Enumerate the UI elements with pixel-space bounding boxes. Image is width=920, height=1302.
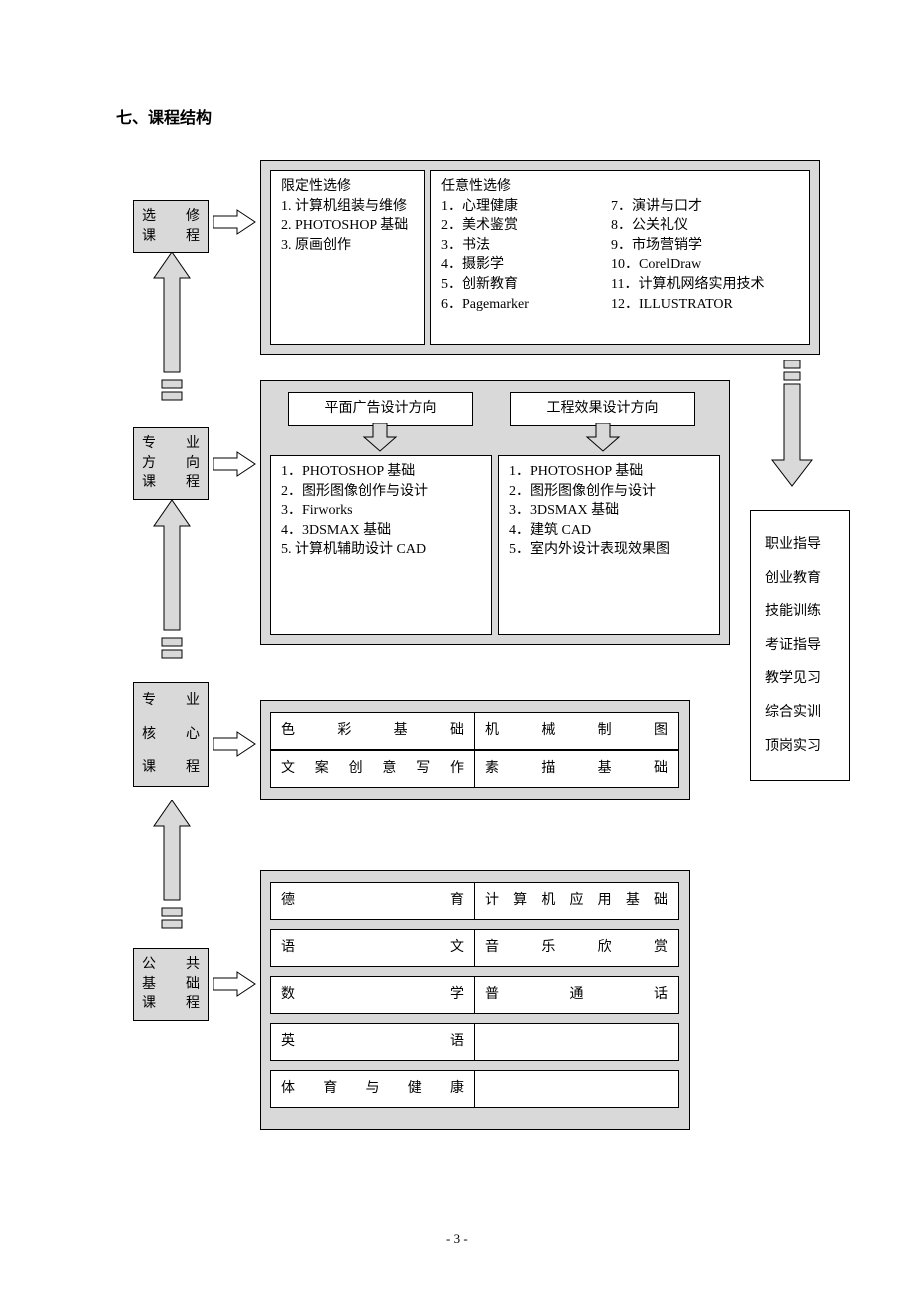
optional-col2: 7．演讲与口才 8．公关礼仪 9．市场营销学 10．CorelDraw 11．计… <box>611 177 764 338</box>
core-r2c2: 素 描 基 础 <box>474 750 679 788</box>
direction-right-header: 工程效果设计方向 <box>510 392 695 426</box>
label-core: 专 业 核 心 课 程 <box>133 682 209 787</box>
public-r2c1: 语 文 <box>270 929 475 967</box>
optional-c2-6: 12．ILLUSTRATOR <box>611 295 764 315</box>
label-direction-l2: 方 向 <box>142 454 200 474</box>
side-3: 技能训练 <box>765 602 835 622</box>
dir-l-4: 4．3DSMAX 基础 <box>281 521 481 541</box>
public-r1c1: 德 育 <box>270 882 475 920</box>
label-core-l1: 专 业 <box>142 691 200 711</box>
section-title: 七、课程结构 <box>116 108 212 130</box>
arrow-right-elective <box>213 208 257 236</box>
restricted-header: 限定性选修 <box>281 177 414 197</box>
public-r1c2: 计 算 机 应 用 基 础 <box>474 882 679 920</box>
optional-c1-2: 2．美术鉴赏 <box>441 216 591 236</box>
arrow-up-2 <box>152 500 192 670</box>
optional-c2-4: 10．CorelDraw <box>611 255 764 275</box>
label-public-l1: 公 共 <box>142 955 200 975</box>
label-direction: 专 业 方 向 课 程 <box>133 427 209 500</box>
label-core-l3: 课 程 <box>142 758 200 778</box>
public-r4c2 <box>474 1023 679 1061</box>
restricted-item-3: 3. 原画创作 <box>281 236 414 256</box>
label-direction-l1: 专 业 <box>142 434 200 454</box>
public-row-4: 英 语 <box>270 1023 679 1061</box>
dir-r-4: 4．建筑 CAD <box>509 521 709 541</box>
arrow-down-dir-left <box>362 423 398 453</box>
optional-header: 任意性选修 <box>441 177 591 197</box>
side-list: 职业指导 创业教育 技能训练 考证指导 教学见习 综合实训 顶岗实习 <box>750 510 850 781</box>
label-core-l2: 核 心 <box>142 725 200 745</box>
box-direction-right: 1．PHOTOSHOP 基础 2．图形图像创作与设计 3．3DSMAX 基础 4… <box>498 455 720 635</box>
side-7: 顶岗实习 <box>765 737 835 757</box>
arrow-down-dir-right <box>585 423 621 453</box>
label-public-l3: 课 程 <box>142 994 200 1014</box>
core-r1c1: 色 彩 基 础 <box>270 712 475 750</box>
public-r4c1: 英 语 <box>270 1023 475 1061</box>
public-r3c2: 普 通 话 <box>474 976 679 1014</box>
optional-col1: 任意性选修 1．心理健康 2．美术鉴赏 3．书法 4．摄影学 5．创新教育 6．… <box>441 177 591 338</box>
side-4: 考证指导 <box>765 636 835 656</box>
optional-c1-3: 3．书法 <box>441 236 591 256</box>
optional-c2-2: 8．公关礼仪 <box>611 216 764 236</box>
dir-l-5: 5. 计算机辅助设计 CAD <box>281 540 481 560</box>
dir-r-5: 5．室内外设计表现效果图 <box>509 540 709 560</box>
dir-r-3: 3．3DSMAX 基础 <box>509 501 709 521</box>
page-number: - 3 - <box>446 1230 468 1248</box>
public-r5c1: 体 育 与 健 康 <box>270 1070 475 1108</box>
box-direction-left: 1．PHOTOSHOP 基础 2．图形图像创作与设计 3．Firworks 4．… <box>270 455 492 635</box>
dir-r-2: 2．图形图像创作与设计 <box>509 482 709 502</box>
public-row-2: 语 文 音 乐 欣 赏 <box>270 929 679 967</box>
public-r2c2: 音 乐 欣 赏 <box>474 929 679 967</box>
label-elective-l2: 课 程 <box>142 227 200 247</box>
label-public-l2: 基 础 <box>142 975 200 995</box>
dir-r-1: 1．PHOTOSHOP 基础 <box>509 462 709 482</box>
arrow-right-public <box>213 970 257 998</box>
restricted-item-1: 1. 计算机组装与维修 <box>281 197 414 217</box>
side-2: 创业教育 <box>765 569 835 589</box>
label-public: 公 共 基 础 课 程 <box>133 948 209 1021</box>
public-row-5: 体 育 与 健 康 <box>270 1070 679 1108</box>
public-row-3: 数 学 普 通 话 <box>270 976 679 1014</box>
arrow-up-3 <box>152 800 192 940</box>
restricted-item-2: 2. PHOTOSHOP 基础 <box>281 216 414 236</box>
arrow-down-side <box>770 360 814 490</box>
box-elective-optional: 任意性选修 1．心理健康 2．美术鉴赏 3．书法 4．摄影学 5．创新教育 6．… <box>430 170 810 345</box>
page-root: 七、课程结构 选 修 课 程 限定性选修 1. 计算机组装与维修 2. PHOT… <box>0 0 920 1302</box>
optional-c1-1: 1．心理健康 <box>441 197 591 217</box>
direction-left-header: 平面广告设计方向 <box>288 392 473 426</box>
optional-c2-5: 11．计算机网络实用技术 <box>611 275 764 295</box>
core-row-1: 色 彩 基 础 机 械 制 图 <box>270 712 679 750</box>
optional-c1-6: 6．Pagemarker <box>441 295 591 315</box>
optional-c1-4: 4．摄影学 <box>441 255 591 275</box>
dir-l-1: 1．PHOTOSHOP 基础 <box>281 462 481 482</box>
arrow-right-direction <box>213 450 257 478</box>
core-row-2: 文 案 创 意 写 作 素 描 基 础 <box>270 750 679 788</box>
public-r3c1: 数 学 <box>270 976 475 1014</box>
box-elective-restricted: 限定性选修 1. 计算机组装与维修 2. PHOTOSHOP 基础 3. 原画创… <box>270 170 425 345</box>
dir-l-2: 2．图形图像创作与设计 <box>281 482 481 502</box>
core-r1c2: 机 械 制 图 <box>474 712 679 750</box>
public-r5c2 <box>474 1070 679 1108</box>
optional-c2-1: 7．演讲与口才 <box>611 197 764 217</box>
public-row-1: 德 育 计 算 机 应 用 基 础 <box>270 882 679 920</box>
label-direction-l3: 课 程 <box>142 473 200 493</box>
core-r2c1: 文 案 创 意 写 作 <box>270 750 475 788</box>
optional-c2-3: 9．市场营销学 <box>611 236 764 256</box>
arrow-right-core <box>213 730 257 758</box>
label-elective: 选 修 课 程 <box>133 200 209 253</box>
optional-c1-5: 5．创新教育 <box>441 275 591 295</box>
side-1: 职业指导 <box>765 535 835 555</box>
dir-l-3: 3．Firworks <box>281 501 481 521</box>
side-5: 教学见习 <box>765 669 835 689</box>
side-6: 综合实训 <box>765 703 835 723</box>
label-elective-l1: 选 修 <box>142 207 200 227</box>
arrow-up-1 <box>152 252 192 412</box>
